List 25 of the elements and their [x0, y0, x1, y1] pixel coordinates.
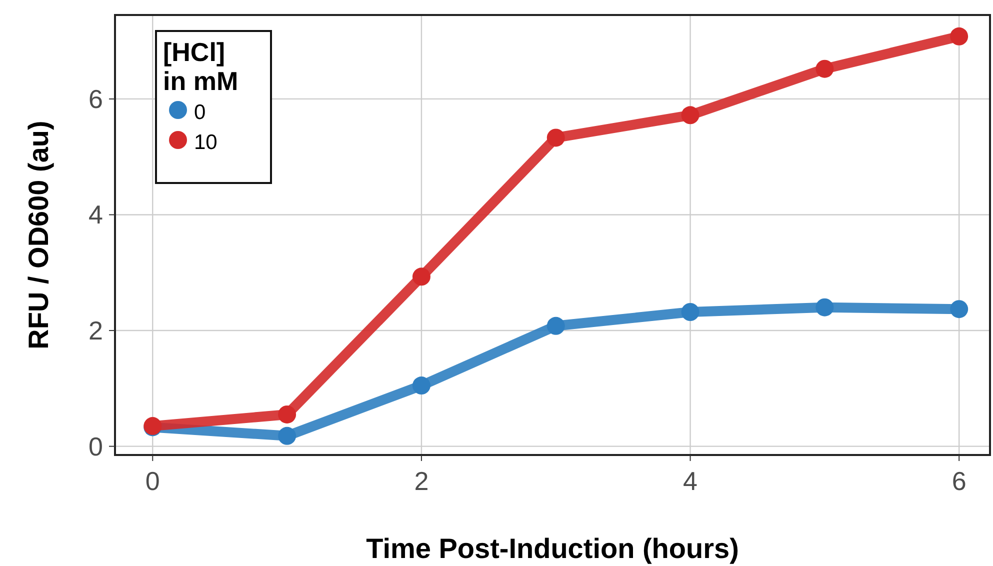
- legend-label: 0: [194, 101, 206, 124]
- point: [546, 128, 565, 147]
- y-tick-label: 6: [88, 84, 103, 114]
- point: [681, 106, 700, 124]
- x-tick-label: 6: [952, 466, 966, 496]
- x-tick-label: 2: [414, 466, 429, 496]
- point: [546, 316, 565, 335]
- legend-title: [HCl] in mM: [163, 37, 238, 96]
- x-tick-label: 4: [683, 466, 698, 496]
- point: [816, 298, 834, 316]
- point: [278, 426, 296, 445]
- x-axis-title: Time Post-Induction (hours): [366, 533, 739, 564]
- point: [950, 27, 968, 46]
- point: [950, 300, 968, 318]
- point: [412, 268, 430, 286]
- y-tick-label: 0: [88, 431, 103, 462]
- y-tick-label: 2: [88, 316, 103, 346]
- legend-label: 10: [194, 131, 218, 154]
- point: [278, 405, 296, 424]
- y-tick-label: 4: [88, 200, 103, 230]
- x-tick-label: 0: [145, 466, 160, 496]
- point: [412, 376, 430, 395]
- point: [681, 303, 700, 321]
- point: [816, 60, 834, 78]
- y-axis-title: RFU / OD600 (au): [23, 120, 54, 350]
